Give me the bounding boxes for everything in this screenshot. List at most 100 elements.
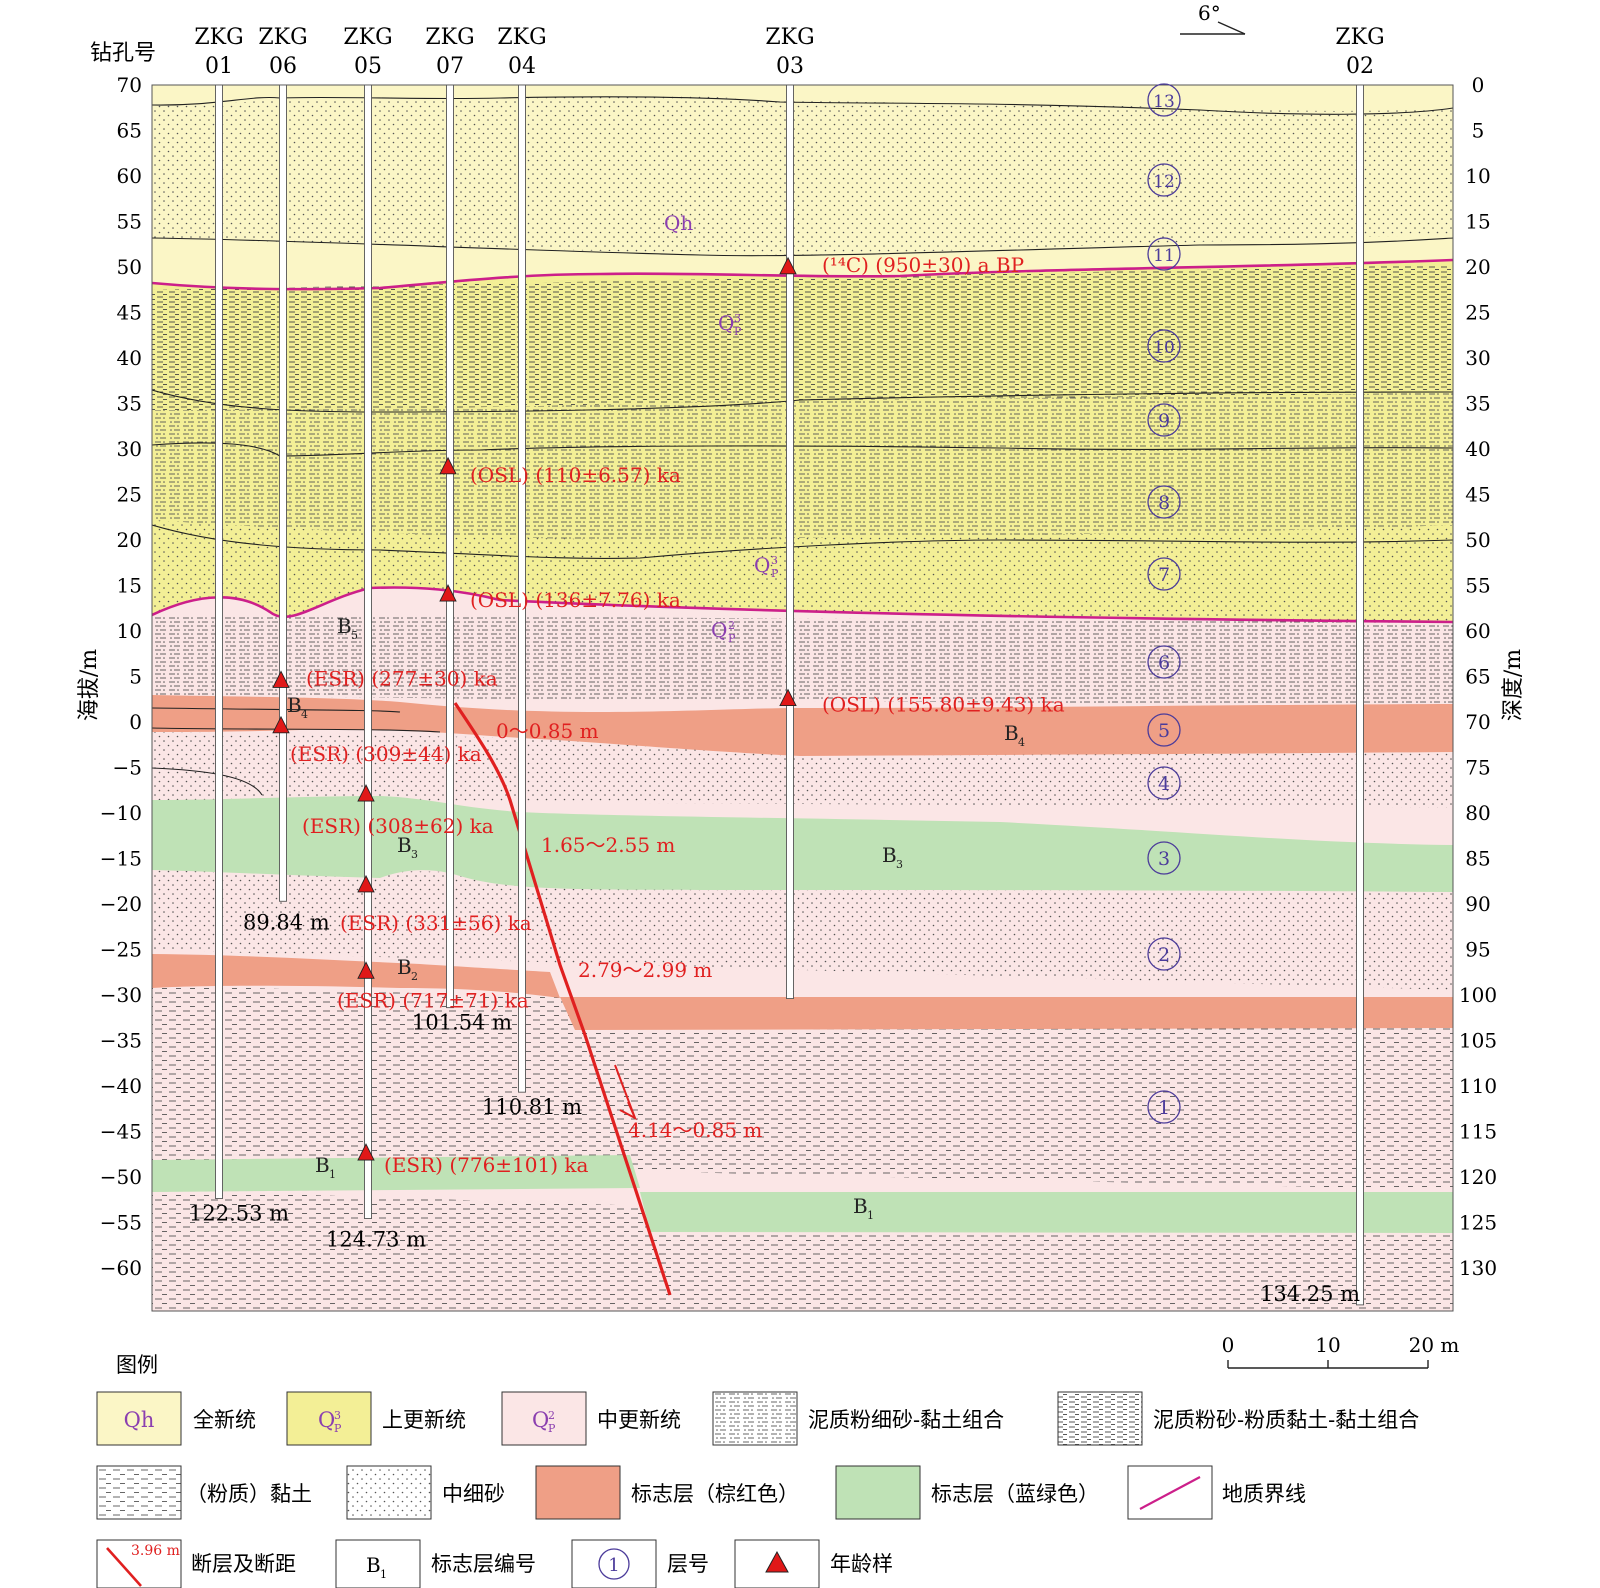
svg-text:10: 10 bbox=[1315, 1333, 1340, 1357]
layer-number-12: 12 bbox=[1147, 163, 1181, 197]
age-sample-label: (ESR) (309±44) ka bbox=[290, 742, 482, 766]
age-samples: (¹⁴C) (950±30) a BP (OSL) (110±6.57) ka (O… bbox=[272, 253, 1065, 1177]
depth-tick-label: 60 bbox=[1465, 619, 1490, 643]
legend-label: 年龄样 bbox=[830, 1552, 893, 1576]
svg-text:7: 7 bbox=[1158, 564, 1170, 586]
legend-label: 标志层编号 bbox=[431, 1552, 536, 1576]
svg-text:B: B bbox=[882, 843, 897, 867]
elevation-tick-label: −35 bbox=[100, 1029, 142, 1053]
svg-text:1: 1 bbox=[380, 1568, 387, 1581]
borehole-depth-label: 124.73 m bbox=[326, 1228, 426, 1252]
svg-text:2: 2 bbox=[411, 970, 418, 983]
legend-label: 全新统 bbox=[193, 1408, 256, 1432]
age-sample: (¹⁴C) (950±30) a BP bbox=[779, 253, 1024, 277]
svg-text:Q: Q bbox=[754, 553, 770, 577]
elevation-axis-title: 海拔/m bbox=[77, 649, 102, 721]
fault-offset-label: 0～0.85 m bbox=[496, 719, 599, 743]
unit-label-qp3-lower: Q 3 P bbox=[754, 553, 779, 580]
fault-offset-label: 1.65～2.55 m bbox=[541, 833, 675, 857]
elevation-tick-label: 10 bbox=[117, 619, 142, 643]
depth-tick-label: 20 bbox=[1465, 255, 1490, 279]
depth-tick-label: 115 bbox=[1459, 1120, 1497, 1144]
depth-tick-label: 50 bbox=[1465, 528, 1490, 552]
legend-label: 上更新统 bbox=[382, 1408, 466, 1432]
sample-triangle bbox=[357, 961, 375, 979]
legend-label: 中更新统 bbox=[597, 1408, 681, 1432]
layer-number-10: 10 bbox=[1147, 329, 1181, 363]
svg-text:Q: Q bbox=[532, 1408, 549, 1432]
depth-axis: 0 5 10 15 20 25 30 35 40 45 50 55 60 65 70 75 80 85 90 95 10… bbox=[1459, 73, 1497, 1280]
lithology-silt-clay bbox=[152, 265, 1453, 410]
legend-swatch-layer-number bbox=[571, 1539, 657, 1588]
legend-swatch-fine-sand bbox=[346, 1465, 432, 1520]
borehole-zkg06: ZKG 06 89.84 m bbox=[243, 25, 330, 934]
legend-label: 泥质粉细砂-黏土组合 bbox=[808, 1408, 1004, 1432]
borehole-id: 01 bbox=[205, 54, 233, 79]
elevation-tick-label: −5 bbox=[113, 756, 142, 780]
svg-text:P: P bbox=[334, 1422, 342, 1435]
svg-text:1: 1 bbox=[867, 1209, 874, 1222]
svg-text:2: 2 bbox=[1158, 944, 1170, 966]
layer-number-1: 1 bbox=[1147, 1090, 1181, 1124]
borehole-id: 07 bbox=[436, 54, 464, 79]
lithology-middle-e bbox=[152, 1190, 1453, 1311]
age-sample: (OSL) (155.80±9.43) ka bbox=[779, 688, 1065, 717]
legend-swatch-green-marker bbox=[835, 1465, 921, 1520]
marker-layer-b2-left bbox=[152, 954, 560, 998]
svg-text:B: B bbox=[366, 1553, 381, 1577]
depth-tick-label: 0 bbox=[1472, 73, 1485, 97]
svg-text:4: 4 bbox=[301, 708, 308, 721]
svg-text:3: 3 bbox=[334, 1409, 341, 1422]
borehole-depth-label: 122.53 m bbox=[189, 1202, 289, 1226]
sample-triangle bbox=[439, 456, 457, 475]
legend: 图例 Qh 全新统 Q 3 P 上更新统 Q 2 P 中更新统 泥质粉细砂-黏土… bbox=[96, 1353, 1419, 1588]
svg-text:1: 1 bbox=[1158, 1097, 1170, 1119]
elevation-tick-label: −50 bbox=[100, 1165, 142, 1189]
legend-label: 标志层（棕红色） bbox=[631, 1482, 799, 1506]
age-sample-label: (OSL) (155.80±9.43) ka bbox=[822, 693, 1065, 717]
borehole-prefix: ZKG bbox=[343, 25, 392, 50]
svg-text:B: B bbox=[315, 1153, 330, 1177]
depth-tick-label: 130 bbox=[1459, 1256, 1497, 1280]
depth-tick-label: 5 bbox=[1472, 119, 1485, 143]
section-body bbox=[152, 85, 1453, 1311]
depth-tick-label: 105 bbox=[1459, 1029, 1497, 1053]
layer-numbers: 13 12 11 10 9 8 7 6 5 4 3 2 1 bbox=[1147, 83, 1181, 1124]
depth-tick-label: 70 bbox=[1465, 710, 1490, 734]
borehole-prefix: ZKG bbox=[194, 25, 243, 50]
svg-text:Q: Q bbox=[318, 1408, 335, 1432]
scale-bar: 0 10 20 m bbox=[1222, 1333, 1460, 1369]
layer-number-11: 11 bbox=[1147, 237, 1181, 271]
layer-number-8: 8 bbox=[1147, 485, 1181, 519]
borehole-depth-label: 134.25 m bbox=[1260, 1282, 1360, 1306]
layer-number-6: 6 bbox=[1147, 645, 1181, 679]
depth-tick-label: 45 bbox=[1465, 483, 1490, 507]
elevation-tick-label: 30 bbox=[117, 437, 142, 461]
lithology-middle-c bbox=[152, 868, 1453, 990]
svg-text:Qh: Qh bbox=[124, 1408, 155, 1432]
svg-text:Q: Q bbox=[711, 618, 727, 642]
elevation-tick-label: 15 bbox=[117, 574, 142, 598]
borehole-id: 04 bbox=[508, 54, 536, 79]
depth-tick-label: 110 bbox=[1459, 1074, 1497, 1098]
sample-triangle bbox=[272, 670, 290, 688]
borehole-zkg01: ZKG 01 122.53 m bbox=[189, 25, 289, 1226]
svg-text:20 m: 20 m bbox=[1409, 1333, 1460, 1357]
svg-text:3: 3 bbox=[734, 312, 741, 325]
svg-text:5: 5 bbox=[351, 629, 358, 642]
elevation-tick-label: 20 bbox=[117, 528, 142, 552]
borehole-prefix: ZKG bbox=[425, 25, 474, 50]
legend-label: 地质界线 bbox=[1222, 1482, 1306, 1506]
sample-triangle bbox=[439, 584, 457, 602]
svg-text:6: 6 bbox=[1158, 652, 1170, 674]
borehole-zkg02: ZKG 02 134.25 m bbox=[1260, 25, 1385, 1306]
elevation-tick-label: −45 bbox=[100, 1120, 142, 1144]
age-sample-label: (ESR) (717±71) ka bbox=[337, 988, 529, 1012]
elevation-tick-label: −15 bbox=[100, 847, 142, 871]
